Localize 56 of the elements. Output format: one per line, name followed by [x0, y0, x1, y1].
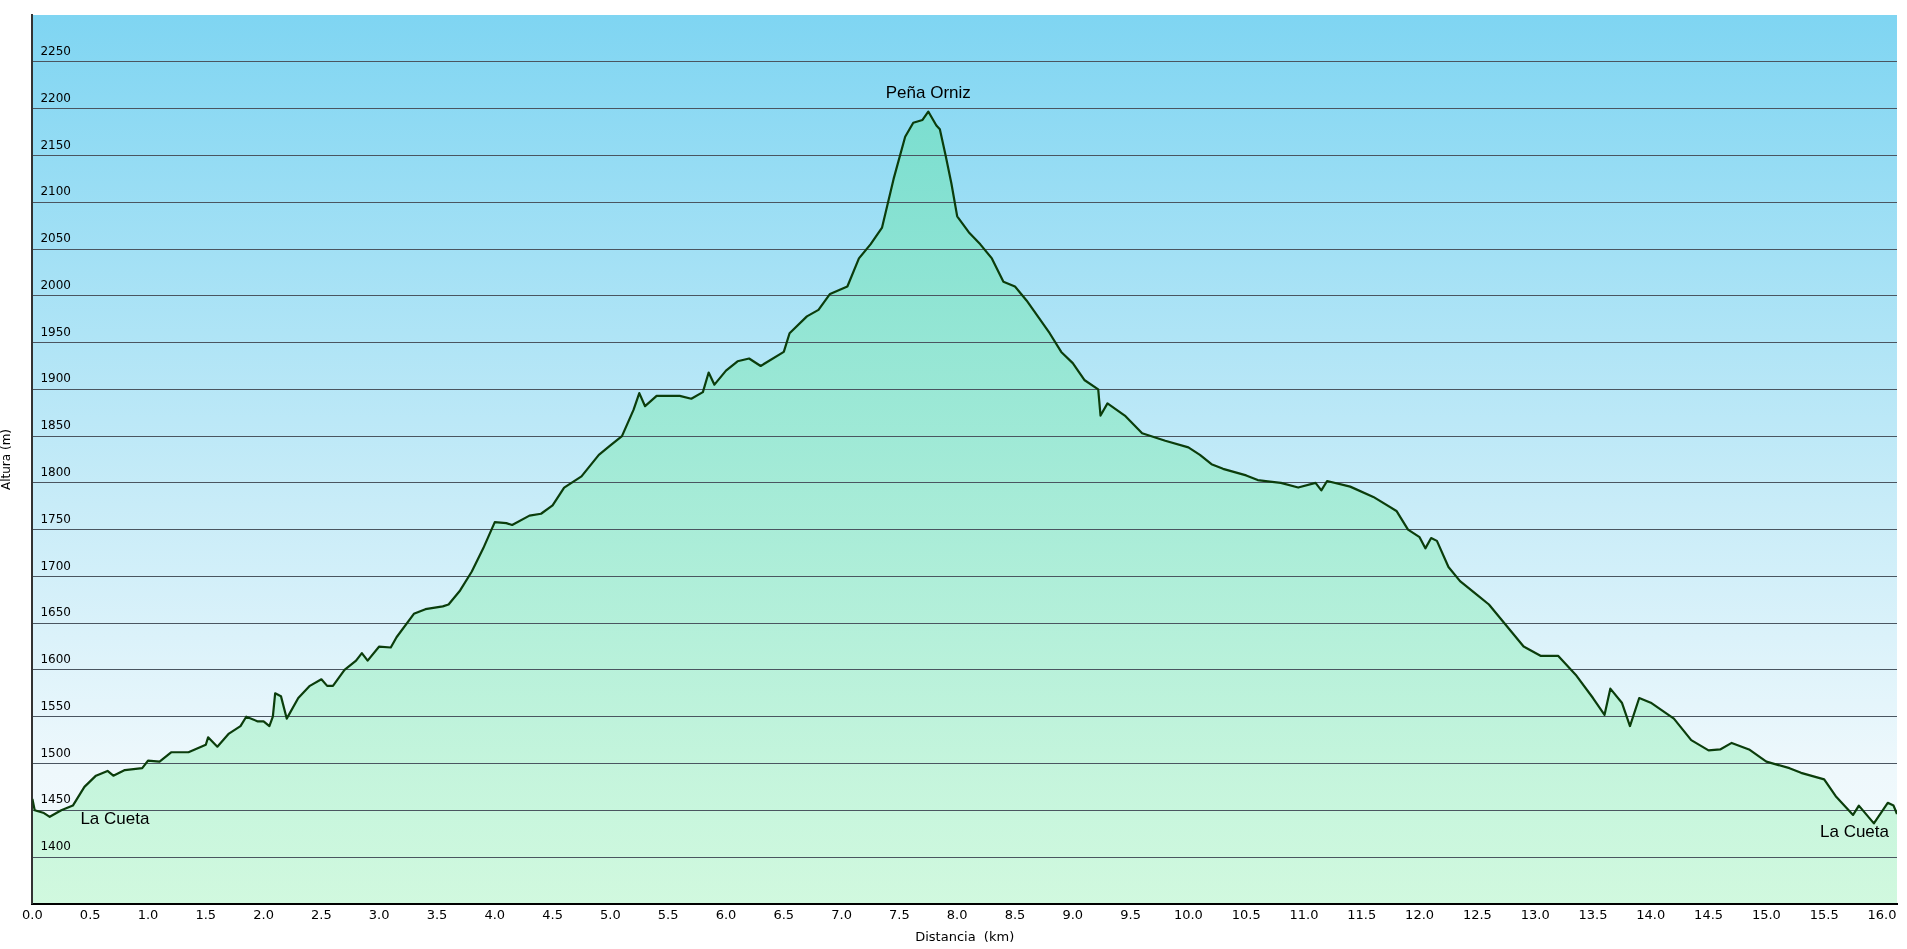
annotation: La Cueta	[1820, 822, 1890, 842]
y-tick-label: 2050	[40, 231, 71, 246]
x-tick-label: 8.0	[946, 906, 968, 922]
x-tick-label: 7.0	[831, 906, 852, 922]
x-tick-label: 6.5	[773, 906, 795, 922]
x-tick-label: 13.5	[1578, 906, 1608, 922]
x-axis-title: Distancia (km)	[915, 928, 1015, 944]
x-tick-label: 12.5	[1462, 906, 1492, 922]
y-tick-label: 1400	[40, 839, 71, 854]
y-tick-label: 1850	[40, 418, 71, 433]
x-tick-label: 5.0	[600, 906, 621, 922]
x-tick-label: 3.0	[368, 906, 390, 922]
y-tick-label: 2100	[40, 184, 71, 199]
x-tick-label: 11.5	[1347, 906, 1377, 922]
y-tick-label: 1450	[40, 792, 71, 807]
x-tick-label: 8.5	[1004, 906, 1026, 922]
annotation: La Cueta	[80, 809, 150, 829]
y-tick-label: 1650	[40, 605, 71, 620]
annotation: Peña Orniz	[885, 82, 971, 102]
x-tick-label: 1.5	[195, 906, 217, 922]
x-tick-label: 13.0	[1520, 906, 1550, 922]
y-tick-label: 2250	[40, 44, 71, 59]
x-tick-label: 14.0	[1636, 906, 1666, 922]
y-tick-label: 1600	[40, 652, 71, 667]
x-tick-label: 4.5	[542, 906, 563, 922]
y-tick-label: 1900	[40, 371, 71, 386]
x-tick-label: 7.5	[889, 906, 910, 922]
x-tick-label: 4.0	[484, 906, 506, 922]
x-tick-label: 2.0	[253, 906, 274, 922]
x-tick-label: 9.5	[1120, 906, 1141, 922]
y-tick-label: 2000	[40, 277, 71, 292]
y-tick-label: 2150	[40, 137, 71, 152]
y-tick-label: 1800	[40, 465, 71, 480]
x-tick-label: 3.5	[426, 906, 448, 922]
x-tick-label: 16.0	[1867, 906, 1897, 922]
x-tick-label: 11.0	[1289, 906, 1319, 922]
y-tick-label: 1750	[40, 511, 71, 526]
x-tick-label: 6.0	[715, 906, 737, 922]
x-tick-label: 14.5	[1694, 906, 1724, 922]
x-tick-label: 10.0	[1173, 906, 1203, 922]
x-tick-label: 15.5	[1809, 906, 1839, 922]
x-tick-label: 12.0	[1405, 906, 1435, 922]
x-tick-label: 0.5	[79, 906, 101, 922]
x-tick-label: 2.5	[311, 906, 332, 922]
y-axis-title: Altura (m)	[0, 428, 14, 491]
x-tick-label: 10.5	[1231, 906, 1261, 922]
x-tick-label: 5.5	[657, 906, 679, 922]
x-tick-label: 1.0	[137, 906, 159, 922]
y-tick-label: 1500	[40, 745, 71, 760]
x-tick-label: 15.0	[1751, 906, 1781, 922]
y-tick-label: 1950	[40, 324, 71, 339]
y-tick-label: 1550	[40, 698, 71, 713]
y-tick-label: 2200	[40, 90, 71, 105]
x-tick-label: 0.0	[22, 906, 43, 922]
y-tick-label: 1700	[40, 558, 71, 573]
x-tick-label: 9.0	[1062, 906, 1084, 922]
